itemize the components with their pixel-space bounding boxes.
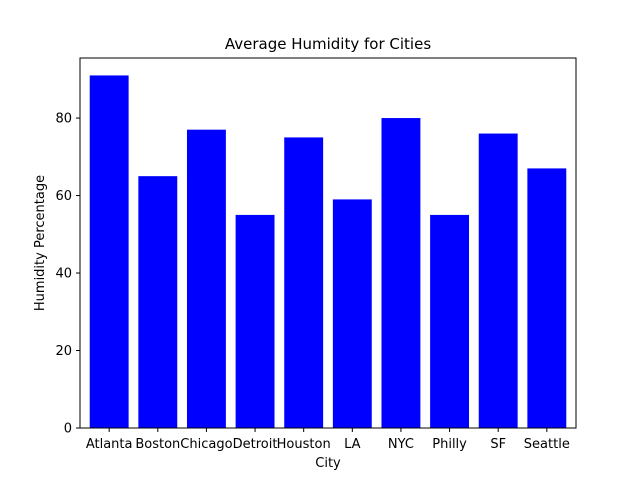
- bars-group: [89, 75, 567, 429]
- bar-chicago: [186, 129, 226, 428]
- x-tick-label: Seattle: [524, 437, 570, 452]
- bar-atlanta: [89, 75, 129, 428]
- x-tick-label: Houston: [277, 437, 331, 452]
- y-axis-label: Humidity Percentage: [33, 175, 48, 311]
- plot-frame: [79, 57, 577, 429]
- y-tick-label: 0: [64, 422, 72, 437]
- chart-title: Average Humidity for Cities: [225, 35, 431, 53]
- x-tick-label: Philly: [432, 437, 467, 452]
- bar-houston: [284, 137, 324, 429]
- x-axis-label: City: [315, 456, 341, 471]
- bar-nyc: [381, 118, 421, 428]
- bar-sf: [478, 133, 518, 428]
- y-tick-label: 80: [55, 112, 72, 127]
- x-tick-label: SF: [490, 437, 506, 452]
- bar-seattle: [527, 168, 567, 428]
- bar-boston: [138, 176, 178, 428]
- y-tick-label: 60: [55, 189, 72, 204]
- x-tick-label: LA: [344, 437, 361, 452]
- x-tick-label: Atlanta: [86, 437, 133, 452]
- y-axis-ticks: 0 20 40 60 80: [55, 112, 80, 437]
- x-tick-label: NYC: [388, 437, 414, 452]
- bar-philly: [430, 214, 470, 428]
- x-axis-ticks: Atlanta Boston Chicago Detroit Houston LA NYC P…: [86, 428, 570, 452]
- y-tick-label: 40: [55, 267, 72, 282]
- bar-la: [332, 199, 372, 428]
- x-tick-label: Boston: [135, 437, 180, 452]
- x-tick-label: Chicago: [180, 437, 232, 452]
- bar-detroit: [235, 214, 275, 428]
- x-tick-label: Detroit: [233, 437, 278, 452]
- y-tick-label: 20: [55, 344, 72, 359]
